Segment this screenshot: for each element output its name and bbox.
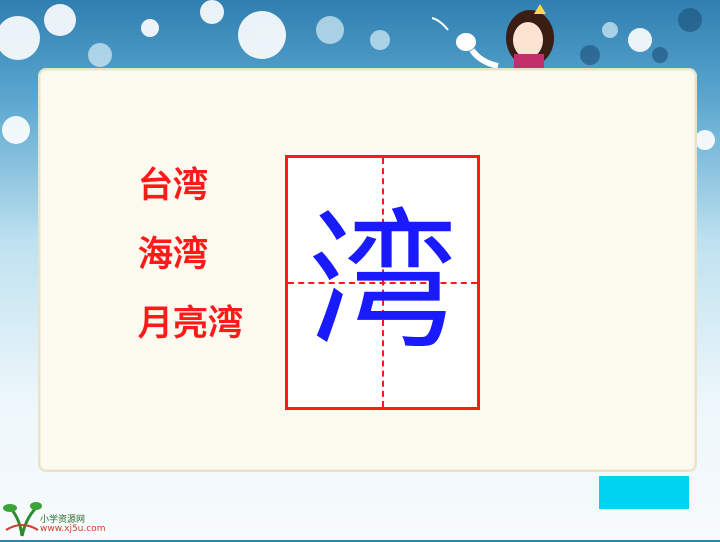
girl-illustration xyxy=(506,4,554,70)
logo-url: www.xj5u.com xyxy=(40,524,106,534)
site-logo: 小学资源网 www.xj5u.com xyxy=(2,490,112,538)
word-list: 台湾 海湾 月亮湾 xyxy=(138,152,243,359)
next-button[interactable] xyxy=(599,476,689,509)
logo-name: 小学资源网 xyxy=(40,515,86,525)
word-item: 台湾 xyxy=(138,166,209,206)
sprout-icon xyxy=(3,502,42,537)
bird-illustration xyxy=(431,17,499,69)
character-writing-grid: 湾 xyxy=(285,155,480,410)
word-item: 海湾 xyxy=(138,235,209,275)
grid-horizontal-guide xyxy=(288,281,477,284)
main-character: 湾 xyxy=(307,196,458,370)
word-item: 月亮湾 xyxy=(138,304,244,344)
